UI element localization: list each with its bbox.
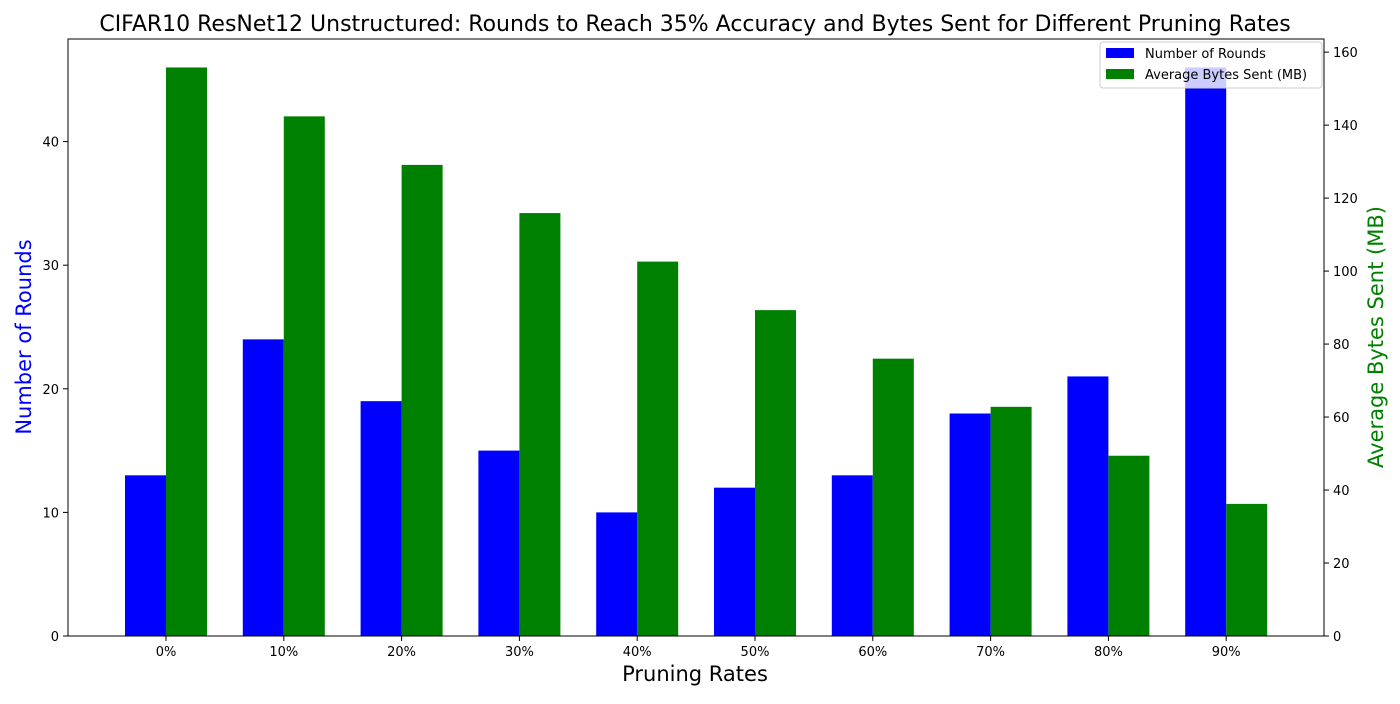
x-tick-label: 70% <box>976 645 1005 660</box>
x-tick-label: 0% <box>156 645 177 660</box>
legend-label-rounds: Number of Rounds <box>1145 47 1266 62</box>
legend-box <box>1099 41 1323 89</box>
y-right-tick-label: 120 <box>1333 192 1358 207</box>
x-tick-label: 90% <box>1212 645 1241 660</box>
y-left-tick-label: 20 <box>42 383 59 398</box>
y-right-tick-label: 80 <box>1333 338 1350 353</box>
legend-swatch-bytes <box>1106 69 1134 79</box>
legend-label-bytes: Average Bytes Sent (MB) <box>1145 68 1307 83</box>
bar-rounds <box>478 450 520 636</box>
y-right-tick-label: 140 <box>1333 119 1358 134</box>
bar-rounds <box>1185 67 1227 636</box>
y-axis-left-label: Number of Rounds <box>12 239 36 434</box>
y-left-tick-label: 10 <box>42 506 59 521</box>
bar-bytes-sent <box>283 116 325 636</box>
plot-frame <box>67 38 1325 637</box>
x-tick-label: 80% <box>1094 645 1123 660</box>
bar-rounds <box>596 512 638 636</box>
x-axis-label: Pruning Rates <box>622 662 768 686</box>
bar-rounds <box>1067 376 1109 636</box>
bar-bytes-sent <box>755 310 796 636</box>
bar-rounds <box>714 487 755 636</box>
y-right-tick-label: 60 <box>1333 411 1350 426</box>
y-left-tick-label: 40 <box>42 136 59 151</box>
legend: Number of Rounds Average Bytes Sent (MB) <box>1099 41 1323 89</box>
bar-rounds <box>831 475 873 636</box>
chart-title: CIFAR10 ResNet12 Unstructured: Rounds to… <box>99 12 1290 37</box>
y-right-tick-label: 0 <box>1333 630 1341 645</box>
y-axis-right-label: Average Bytes Sent (MB) <box>1364 206 1388 468</box>
x-tick-label: 60% <box>858 645 887 660</box>
y-right-tick-label: 100 <box>1333 265 1358 280</box>
x-tick-label: 50% <box>741 645 770 660</box>
x-tick-label: 20% <box>387 645 416 660</box>
bar-bytes-sent <box>872 358 914 636</box>
bar-rounds <box>949 413 991 636</box>
bar-bytes-sent <box>519 213 561 636</box>
x-tick-label: 30% <box>505 645 534 660</box>
x-tick-label: 10% <box>269 645 298 660</box>
bar-bytes-sent <box>1226 503 1268 636</box>
bar-bytes-sent <box>990 406 1032 636</box>
y-left-tick-label: 0 <box>51 630 59 645</box>
y-right-tick-label: 160 <box>1333 46 1358 61</box>
legend-swatch-rounds <box>1106 48 1134 58</box>
bar-bytes-sent <box>401 164 443 636</box>
bar-rounds <box>125 475 166 636</box>
bar-bytes-sent <box>637 261 679 636</box>
bar-rounds <box>360 401 402 636</box>
bar-bytes-sent <box>166 67 207 637</box>
y-right-tick-label: 40 <box>1333 484 1350 499</box>
plot-area: 0% 10% 20% 30% 40% 50% 60% 70% 80% 90% 0 10 20 30 40 0 2… <box>42 46 1357 660</box>
y-left-tick-label: 30 <box>42 259 59 274</box>
bar-bytes-sent <box>1108 455 1150 636</box>
x-tick-label: 40% <box>623 645 652 660</box>
y-right-tick-label: 20 <box>1333 557 1350 572</box>
bar-rounds <box>242 339 284 636</box>
